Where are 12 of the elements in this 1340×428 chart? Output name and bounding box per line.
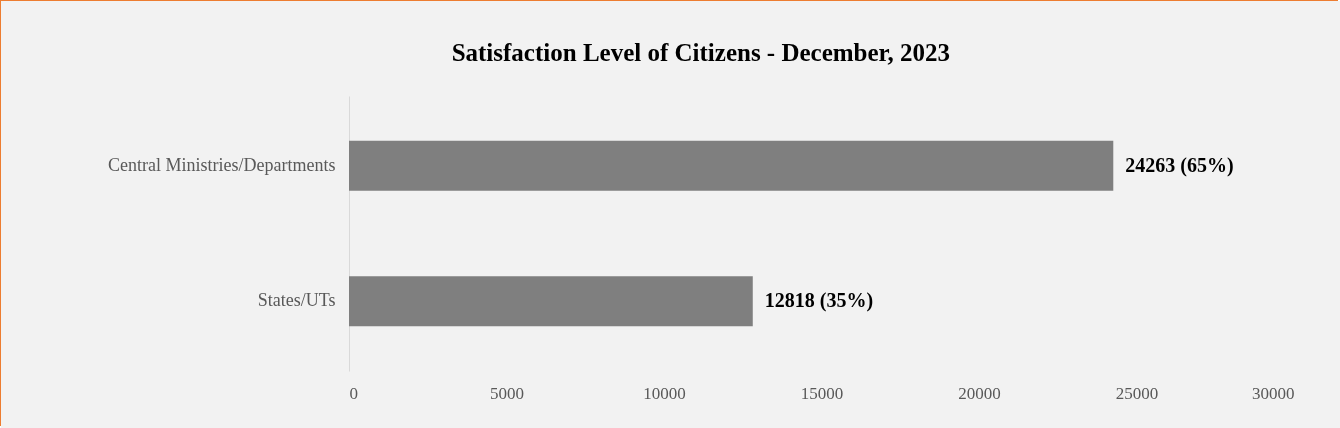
x-tick-label: 25000 (1115, 383, 1159, 403)
x-tick-label: 15000 (800, 383, 844, 403)
y-tick-label: Central Ministries/Departments (108, 154, 336, 175)
x-tick-label: 30000 (1252, 383, 1295, 403)
data-label: 24263 (65%) (1125, 153, 1234, 177)
chart-title: Satisfaction Level of Citizens - December, 2023 (451, 39, 950, 66)
x-tick-label: 0 (349, 383, 358, 403)
x-tick-label: 20000 (958, 383, 1001, 403)
x-tick-label: 5000 (490, 383, 524, 403)
x-tick-label: 10000 (643, 383, 686, 403)
data-label: 12818 (35%) (764, 289, 874, 313)
y-tick-label: States/UTs (257, 290, 336, 311)
